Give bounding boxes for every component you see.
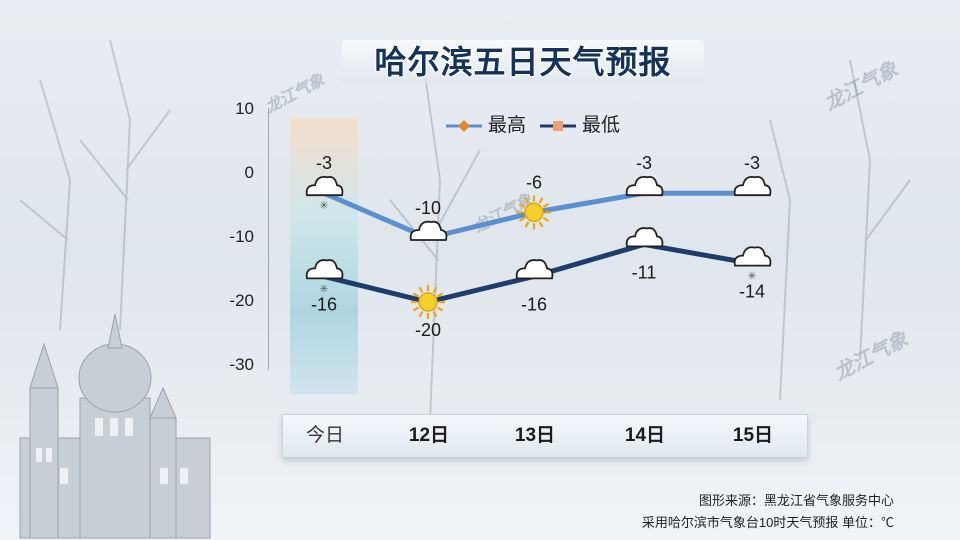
low-point-4-cloud-snow-icon: ✳ bbox=[733, 246, 772, 283]
high-value-label: -3 bbox=[316, 153, 332, 173]
y-tick-label: -30 bbox=[229, 355, 254, 374]
low-point-3-cloud-icon bbox=[625, 227, 664, 248]
high-point-0-cloud-snow-icon: ✳ bbox=[305, 175, 344, 212]
svg-text:✳: ✳ bbox=[319, 199, 328, 212]
footer-note: 采用哈尔滨市气象台10时天气预报 单位：℃ bbox=[641, 515, 894, 530]
legend-item-high: 最高 bbox=[446, 110, 526, 137]
high-point-3-cloud-icon bbox=[625, 175, 664, 197]
x-category-12: 12日 bbox=[408, 425, 450, 446]
high-value-label: -6 bbox=[526, 172, 542, 192]
legend-item-low: 最低 bbox=[540, 110, 620, 137]
x-category-13: 13日 bbox=[514, 425, 556, 446]
low-value-label: -16 bbox=[521, 294, 547, 314]
low-point-2-cloud-icon bbox=[515, 259, 554, 280]
low-value-label: -20 bbox=[415, 320, 441, 340]
legend-low-label: 最低 bbox=[582, 114, 621, 136]
legend-low-swatch bbox=[540, 120, 576, 131]
today-highlight-band bbox=[290, 118, 358, 394]
high-point-2-sun-icon bbox=[517, 195, 551, 230]
y-axis-line bbox=[268, 108, 269, 370]
y-tick-label: -20 bbox=[229, 291, 254, 310]
x-category-15: 15日 bbox=[732, 425, 774, 446]
x-category-today: 今日 bbox=[305, 425, 344, 446]
low-value-label: -16 bbox=[311, 294, 337, 314]
high-value-label: -10 bbox=[415, 198, 441, 218]
y-tick-label: 0 bbox=[244, 163, 254, 182]
x-category-14: 14日 bbox=[624, 425, 666, 446]
high-value-label: -3 bbox=[744, 153, 760, 173]
title-banner bbox=[342, 40, 704, 84]
x-axis-bar: 今日 12日 13日 14日 15日 bbox=[282, 414, 808, 458]
legend-high-label: 最高 bbox=[488, 114, 527, 136]
high-point-4-cloud-icon bbox=[733, 175, 772, 197]
page-title: 哈尔滨五日天气预报 bbox=[374, 43, 672, 81]
cathedral-illustration bbox=[19, 313, 211, 539]
low-point-1-sun-icon bbox=[411, 285, 445, 319]
high-point-1-cloud-icon bbox=[409, 220, 448, 241]
footer-source: 图形来源：黑龙江省气象服务中心 bbox=[698, 493, 894, 508]
low-value-label: -14 bbox=[739, 282, 765, 302]
high-value-label: -3 bbox=[636, 153, 652, 173]
low-point-0-cloud-snow-icon: ✳ bbox=[305, 259, 344, 295]
low-value-label: -11 bbox=[632, 262, 657, 282]
svg-text:✳: ✳ bbox=[319, 282, 328, 295]
svg-text:✳: ✳ bbox=[747, 270, 756, 283]
y-tick-label: 10 bbox=[235, 99, 254, 118]
legend-high-swatch bbox=[446, 119, 482, 132]
y-tick-label: -10 bbox=[229, 227, 254, 246]
